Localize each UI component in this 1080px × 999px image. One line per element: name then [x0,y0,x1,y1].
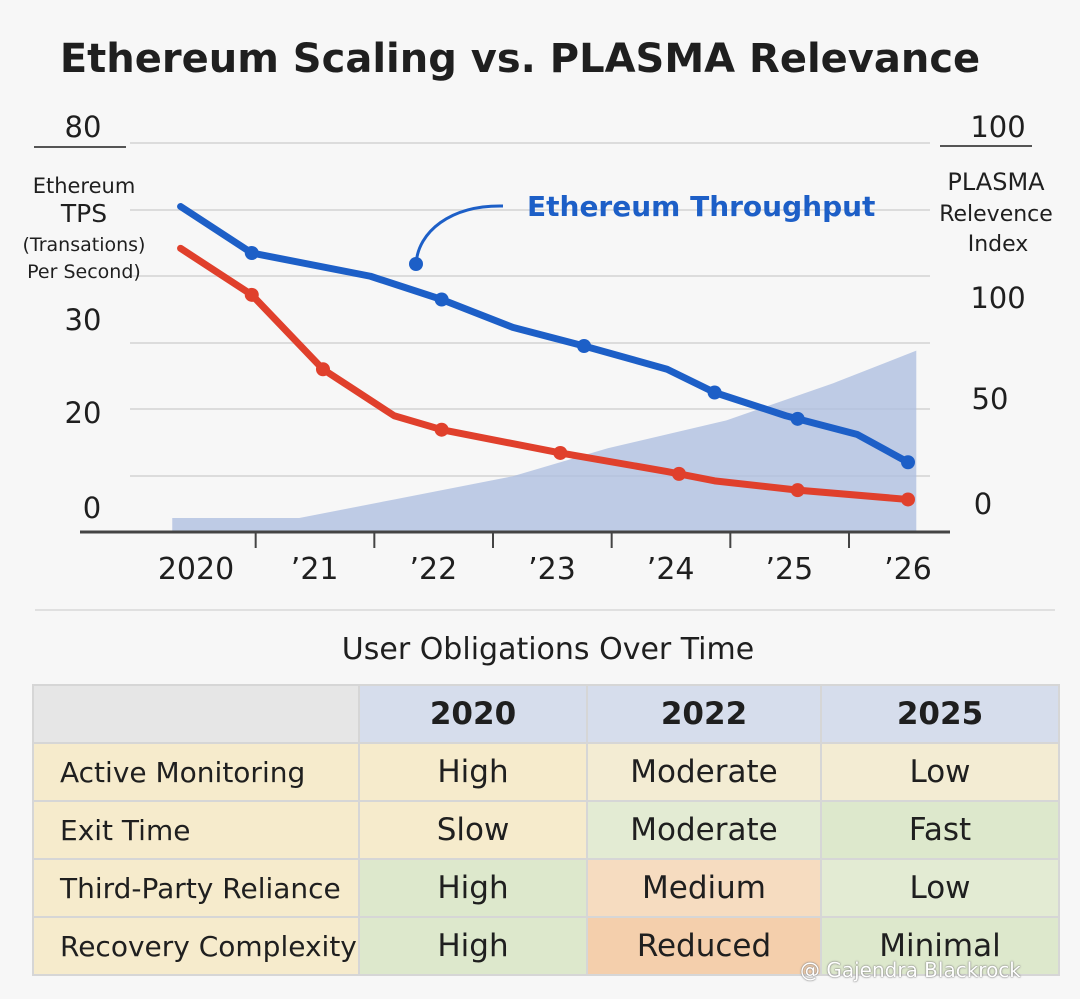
plasma-relevance-point [671,466,686,481]
plasma-relevance-point [244,287,259,302]
ethereum-throughput-point [707,385,722,400]
right-tick-label: 100 [970,281,1025,315]
ethereum-throughput-point [244,246,259,260]
table-cell: Low [820,742,1060,802]
table-cell: Moderate [586,800,822,860]
legend-callout-arrow [414,204,504,265]
watermark: @ Gajendra Blackrock [800,958,1021,982]
table-cell: Low [820,858,1060,918]
left-axis-label-line-4: Per Second) [27,261,141,283]
legend-label: Ethereum Throughput [527,190,875,223]
x-tick-label: ’22 [409,552,457,587]
table-row: Recovery Complexity High Reduced Minimal [32,916,1060,976]
row-label: Active Monitoring [32,742,360,802]
legend-callout-dot [409,257,423,271]
row-label: Recovery Complexity [32,916,360,976]
table-header-cell: 2025 [820,684,1060,744]
x-tick-label: ’24 [647,552,695,587]
table-header-cell: 2022 [586,684,822,744]
left-axis-label-line-3: (Transations) [23,234,146,256]
ethereum-throughput-point [790,411,805,426]
table-cell: High [358,916,588,976]
table-cell: Reduced [586,916,822,976]
right-axis-label-line-1: PLASMA [947,168,1045,196]
table-row: Active Monitoring High Moderate Low [32,742,1060,802]
plasma-relevance-point [901,492,915,507]
x-tick-label: ’23 [528,552,576,587]
table-row: Third-Party Reliance High Medium Low [32,858,1060,918]
table-cell: Fast [820,800,1060,860]
table-cell: High [358,858,588,918]
obligations-table: 2020 2022 2025 Active Monitoring High Mo… [32,684,1060,976]
table-cell: High [358,742,588,802]
plasma-relevance-point [315,362,330,377]
chart: Ethereum Scaling vs. PLASMA Relevance 20… [23,36,1055,611]
row-label: Exit Time [32,800,360,860]
plasma-relevance-point [553,445,568,460]
right-tick-label: 0 [974,487,992,521]
left-tick-label: 30 [65,303,102,337]
x-tick-label: ’25 [765,552,813,587]
table-row: Exit Time Slow Moderate Fast [32,800,1060,860]
plasma-relevance-point [790,483,805,498]
ethereum-throughput-point [901,455,915,470]
right-axis-label-line-2: Relevence [939,202,1053,227]
ethereum-throughput-point [577,339,592,353]
left-tick-label: 20 [65,396,102,430]
table-header-row: 2020 2022 2025 [32,684,1060,744]
table-cell: Minimal [820,916,1060,976]
right-tick-label: 50 [972,382,1009,416]
plasma-relevance-line [177,244,912,503]
left-axis-label-line-1: Ethereum [33,174,136,198]
table-header-corner [32,684,360,744]
x-tick-label: ’26 [884,552,932,587]
plasma-relevance-area [172,350,917,532]
left-axis-label-line-2: TPS [60,199,107,228]
plasma-relevance-point [434,422,449,437]
chart-title: Ethereum Scaling vs. PLASMA Relevance [60,36,980,82]
right-axis-label-line-3: Index [968,232,1029,257]
row-label: Third-Party Reliance [32,858,360,918]
x-tick-label: 2020 [158,552,234,587]
ethereum-throughput-point [434,292,449,307]
left-tick-label: 80 [65,110,102,144]
right-tick-label: 100 [970,110,1025,144]
left-tick-label: 0 [83,491,101,525]
table-header-cell: 2020 [358,684,588,744]
table-title: User Obligations Over Time [341,632,755,667]
table-cell: Medium [586,858,822,918]
table-cell: Moderate [586,742,822,802]
x-tick-label: ’21 [291,552,339,587]
table-cell: Slow [358,800,588,860]
